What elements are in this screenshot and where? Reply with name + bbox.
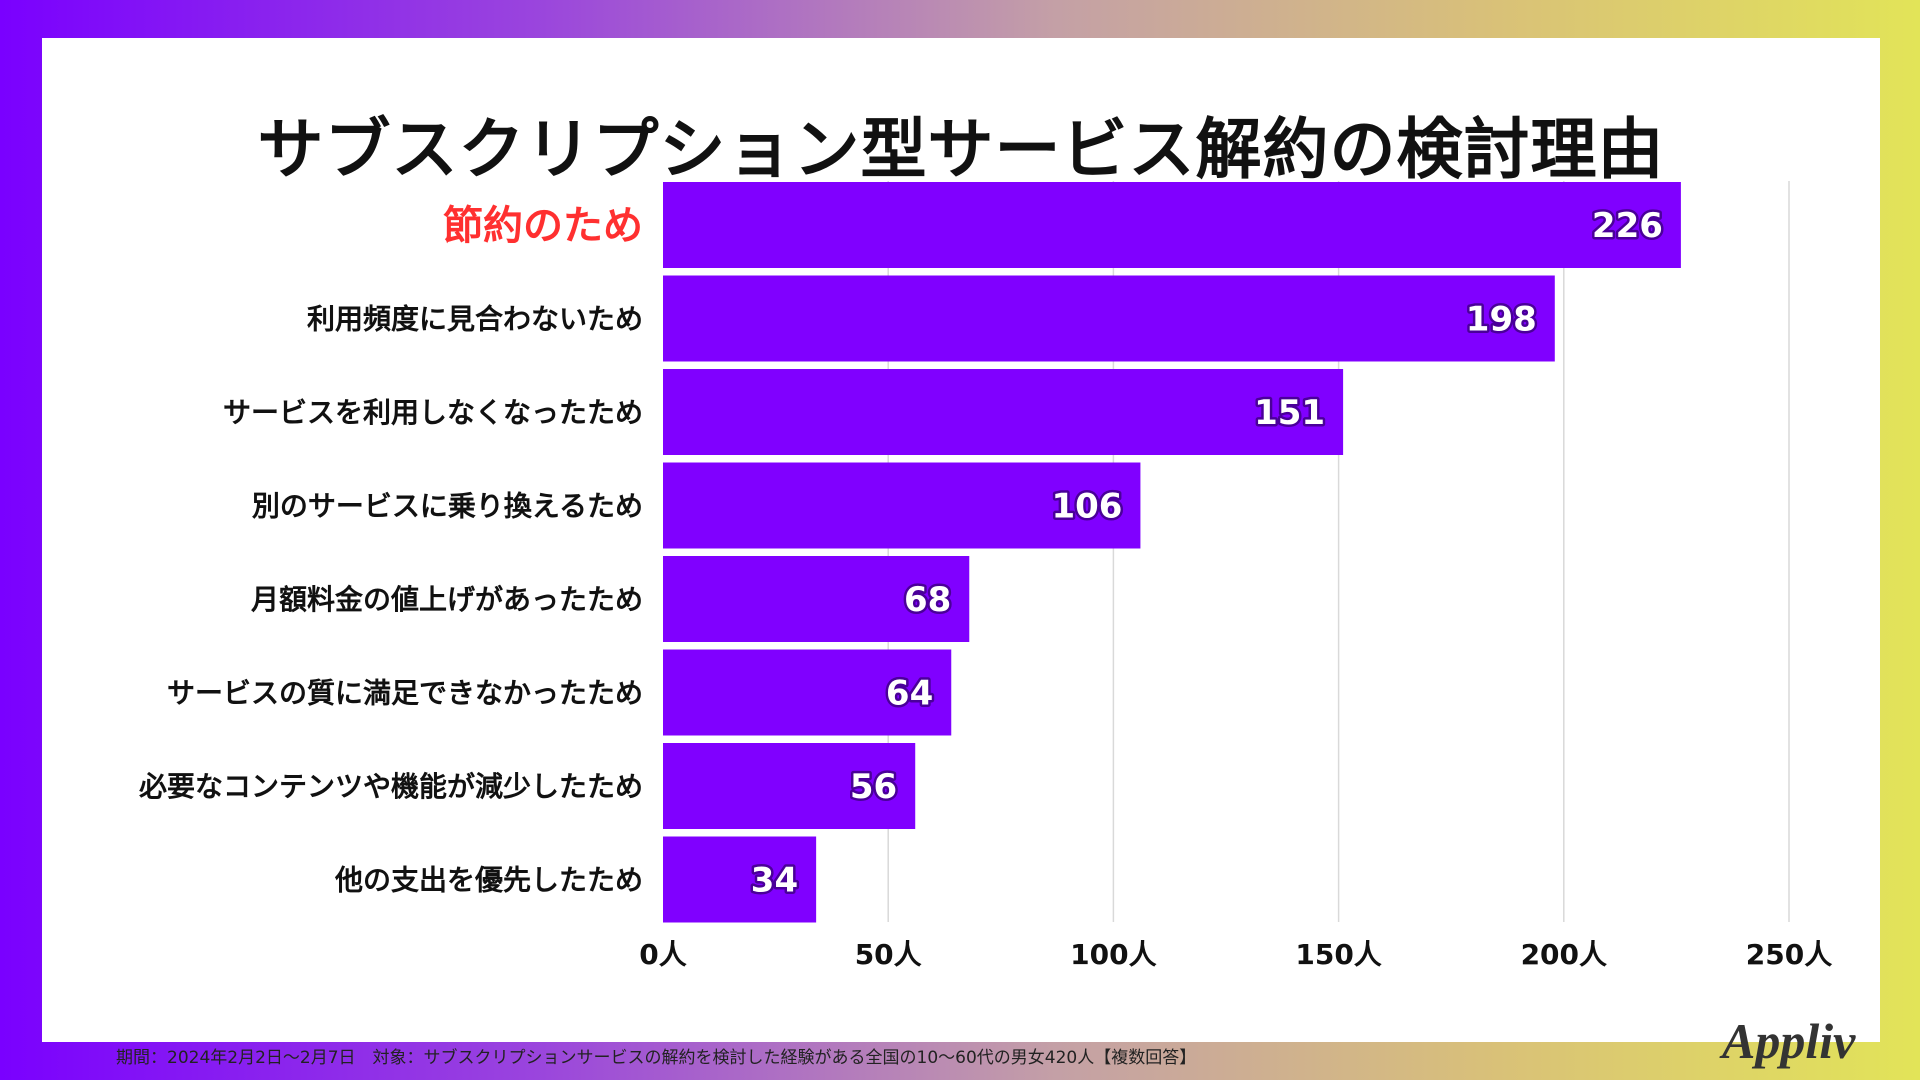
appliv-logo-mark: Appliv (1719, 1013, 1856, 1069)
value-label: 34 (751, 861, 798, 901)
chart-title: サブスクリプション型サービス解約の検討理由 (257, 111, 1665, 188)
x-tick-label: 50人 (855, 938, 922, 971)
bar (663, 462, 1141, 549)
value-label: 56 (850, 767, 897, 807)
appliv-logo: Appliv (1714, 1006, 1914, 1076)
bar (663, 743, 916, 829)
category-label: 他の支出を優先したため (334, 864, 643, 897)
category-label: 必要なコンテンツや機能が減少したため (139, 770, 643, 803)
bar (663, 649, 952, 736)
category-label: サービスの質に満足できなかったため (167, 677, 643, 710)
x-tick-label: 100人 (1070, 938, 1156, 971)
category-labels: 節約のため利用頻度に見合わないためサービスを利用しなくなったため別のサービスに乗… (139, 203, 643, 897)
category-label: 利用頻度に見合わないため (307, 303, 643, 336)
bar (663, 836, 817, 923)
footnote: 期間：2024年2月2日〜2月7日 対象：サブスクリプションサービスの解約を検討… (116, 1048, 1197, 1068)
bars (663, 182, 1681, 923)
bar-chart: 226 198 151 106 68 64 56 34 節約のため利用頻度に見合わないためサー… (139, 181, 1832, 971)
bar (663, 275, 1555, 362)
category-label: サービスを利用しなくなったため (223, 396, 643, 429)
category-label-highlight: 節約のため (443, 203, 643, 249)
value-label: 198 (1466, 300, 1537, 340)
x-tick-label: 0人 (639, 938, 686, 971)
category-label: 別のサービスに乗り換えるため (252, 490, 643, 523)
bar (663, 182, 1681, 268)
category-label: 月額料金の値上げがあったため (250, 583, 643, 616)
x-tick-label: 200人 (1521, 938, 1607, 971)
logo-text: Appliv (1719, 1013, 1856, 1069)
value-label: 226 (1592, 206, 1663, 246)
value-label: 151 (1254, 393, 1325, 433)
chart-card: サブスクリプション型サービス解約の検討理由 226 198 151 106 68 64 56… (42, 38, 1880, 1069)
x-axis-ticks: 0人 50人 100人 150人 200人 250人 (639, 938, 1832, 971)
x-tick-label: 150人 (1295, 938, 1381, 971)
value-label: 64 (886, 674, 933, 714)
value-labels: 226 198 151 106 68 64 56 34 (748, 204, 1665, 904)
x-tick-label: 250人 (1746, 938, 1832, 971)
bar (663, 369, 1344, 455)
value-label: 68 (904, 580, 951, 620)
value-label: 106 (1051, 487, 1122, 527)
bar (663, 556, 970, 642)
